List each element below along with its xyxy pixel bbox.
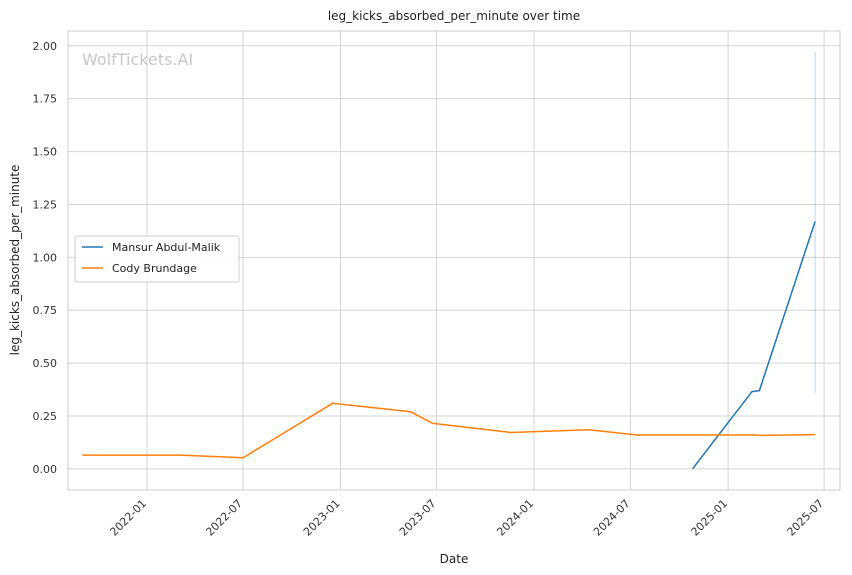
y-tick-label: 2.00 xyxy=(33,40,58,53)
series-line-mansur-abdul-malik xyxy=(692,221,816,470)
legend-box xyxy=(74,235,240,283)
x-axis-label: Date xyxy=(440,552,469,566)
legend-label-mansur-abdul-malik: Mansur Abdul-Malik xyxy=(112,241,221,254)
chart-title: leg_kicks_absorbed_per_minute over time xyxy=(328,9,580,23)
y-tick-label: 1.25 xyxy=(33,198,58,211)
y-tick-label: 1.50 xyxy=(33,146,58,159)
series-layer xyxy=(82,52,816,470)
y-axis-label: leg_kicks_absorbed_per_minute xyxy=(8,165,22,356)
legend: Mansur Abdul-Malik Cody Brundage xyxy=(74,235,240,283)
y-tick-label: 1.00 xyxy=(33,251,58,264)
y-tick-label: 0.25 xyxy=(33,410,58,423)
series-line-cody-brundage xyxy=(82,402,816,459)
y-axis-ticks: 0.00 0.25 0.50 0.75 1.00 1.25 1.50 1.75 2.00 xyxy=(33,40,58,476)
watermark: WolfTickets.AI xyxy=(82,50,193,69)
plot-area-frame xyxy=(67,30,841,491)
y-tick-label: 0.75 xyxy=(33,304,58,317)
y-tick-label: 0.50 xyxy=(33,357,58,370)
y-tick-label: 1.75 xyxy=(33,93,58,106)
grid-lines xyxy=(68,31,840,490)
y-tick-label: 0.00 xyxy=(33,463,58,476)
legend-label-cody-brundage: Cody Brundage xyxy=(112,262,197,275)
